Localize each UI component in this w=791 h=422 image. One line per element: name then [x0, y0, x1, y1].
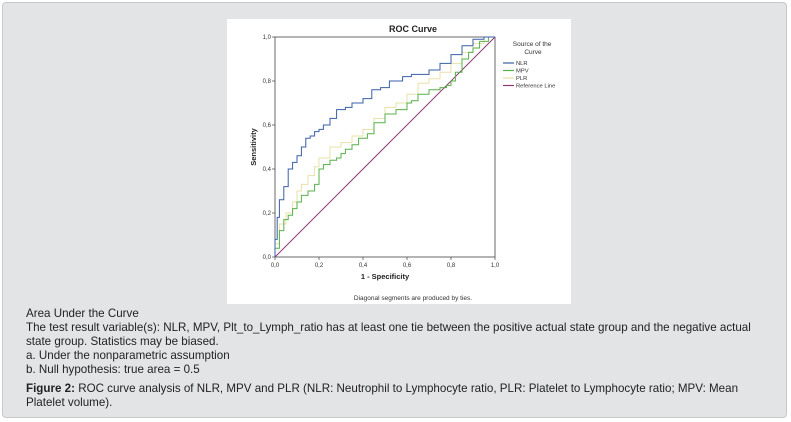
legend-title: Source of the Curve	[513, 41, 553, 56]
legend-label-nlr: NLR	[516, 61, 528, 67]
x-tick-label: 0,4	[359, 263, 368, 269]
diagonal-footnote: Diagonal segments are produced by ties.	[354, 295, 472, 302]
x-tick-label: 0,0	[271, 263, 280, 269]
x-tick-label: 0,8	[447, 263, 456, 269]
roc-chart: ROC Curve 0,0 0,0 0,2 0,2 0,4 0,4 0,6 0,6 0,8 0,8…	[227, 19, 571, 304]
y-tick-label: 0,0	[263, 255, 272, 261]
roc-chart-svg: ROC Curve 0,0 0,0 0,2 0,2 0,4 0,4 0,6 0,6 0,8 0,8…	[249, 24, 555, 302]
footnote-a: a. Under the nonparametric assumption	[26, 349, 230, 362]
legend-label-mpv: MPV	[516, 69, 529, 75]
y-tick-label: 0,2	[263, 211, 272, 217]
legend-label-reference-line: Reference Line	[516, 84, 555, 90]
tie-warning: The test result variable(s): NLR, MPV, P…	[26, 321, 751, 348]
y-tick-label: 0,6	[263, 123, 272, 129]
x-tick-label: 1,0	[491, 263, 500, 269]
chart-title: ROC Curve	[389, 24, 437, 34]
x-axis-label: 1 - Specificity	[361, 272, 410, 281]
figure-frame: ROC Curve 0,0 0,0 0,2 0,2 0,4 0,4 0,6 0,6 0,8 0,8…	[2, 2, 787, 418]
figure-caption: Figure 2: ROC curve analysis of NLR, MPV…	[26, 382, 776, 410]
figure-text: ROC curve analysis of NLR, MPV and PLR (…	[26, 382, 739, 409]
caption-block: Area Under the Curve The test result var…	[26, 307, 776, 410]
footnote-b: b. Null hypothesis: true area = 0.5	[26, 363, 200, 376]
y-axis-label: Sensitivity	[249, 127, 258, 165]
series-line-mpv	[274, 36, 495, 257]
series-line-reference-line	[274, 36, 496, 258]
figure-label: Figure 2:	[26, 382, 75, 395]
x-tick-label: 0,2	[315, 263, 324, 269]
y-tick-label: 0,4	[263, 167, 272, 173]
auc-heading: Area Under the Curve	[26, 307, 139, 320]
x-tick-label: 0,6	[403, 263, 412, 269]
legend-label-plr: PLR	[516, 76, 527, 82]
y-tick-label: 1,0	[263, 35, 272, 41]
series-line-nlr	[274, 36, 495, 257]
y-tick-label: 0,8	[263, 79, 272, 85]
